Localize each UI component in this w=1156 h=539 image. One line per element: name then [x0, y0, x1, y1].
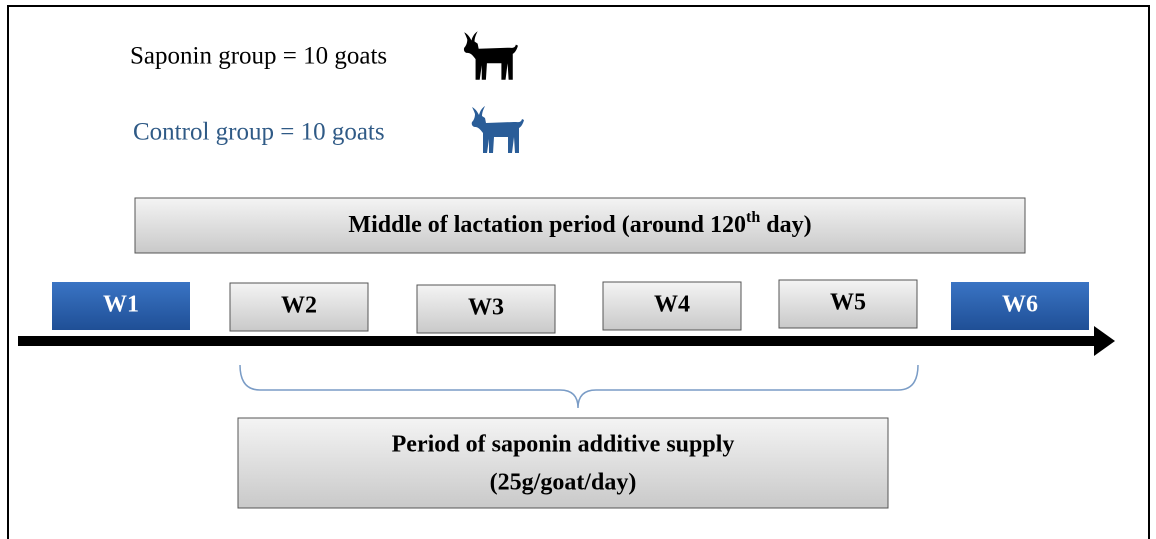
banner-text: day): [760, 212, 811, 238]
period-text: (25g/goat/day): [490, 470, 637, 496]
goat-icon: [463, 31, 518, 80]
timeline-arrow: [18, 336, 1098, 346]
goat-icon: [471, 106, 524, 153]
week-box: [602, 281, 742, 331]
week-box: [951, 282, 1089, 330]
arrow-head: [1094, 326, 1115, 356]
week-box: [778, 279, 918, 329]
period-box: [237, 417, 889, 509]
week-label: W6: [1002, 292, 1038, 318]
week-box: [416, 284, 556, 334]
week-label: W1: [103, 292, 139, 318]
week-box: [229, 282, 369, 332]
legend-label: Saponin group = 10 goats: [130, 43, 387, 70]
week-label: W2: [281, 293, 317, 319]
superscript: th: [746, 209, 760, 226]
brace: [239, 364, 919, 409]
banner-box: [134, 197, 1026, 254]
week-box: [52, 282, 190, 330]
frame: [7, 5, 1150, 539]
week-label: W3: [468, 295, 504, 321]
banner-text: Middle of lactation period (around 120: [348, 212, 746, 238]
period-text: Period of saponin additive supply: [392, 432, 735, 458]
legend-label: Control group = 10 goats: [133, 119, 385, 146]
week-label: W4: [654, 292, 690, 318]
banner-text: Middle of lactation period (around 120th…: [348, 209, 811, 238]
week-label: W5: [830, 290, 866, 316]
